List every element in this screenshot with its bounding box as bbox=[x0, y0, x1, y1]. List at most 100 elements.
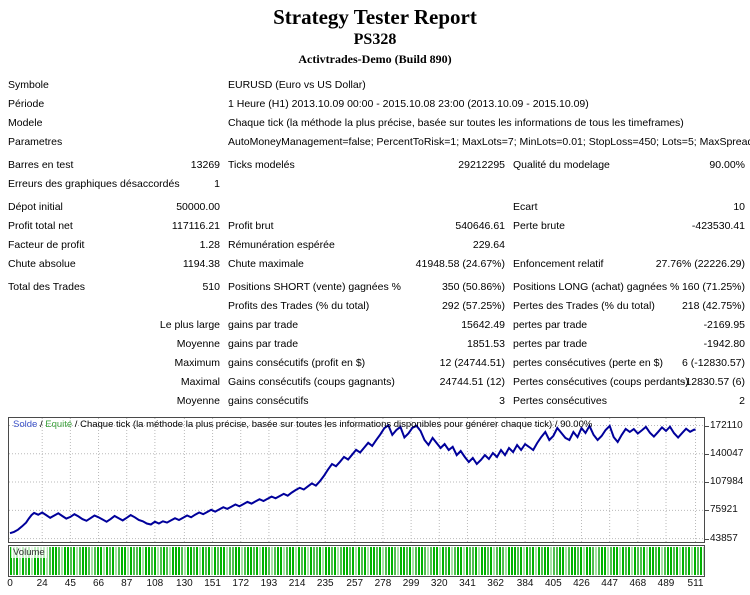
volume-bar bbox=[364, 547, 366, 575]
report-label: pertes consécutives (perte en $) bbox=[513, 356, 663, 369]
volume-bar bbox=[22, 547, 24, 575]
report-row: Parametres AutoMoneyManagement=false; Per… bbox=[0, 132, 750, 151]
volume-bar bbox=[115, 547, 117, 575]
x-axis-tick-label: 108 bbox=[146, 578, 164, 589]
volume-bar bbox=[670, 547, 672, 575]
report-row: Période 1 Heure (H1) 2013.10.09 00:00 - 2… bbox=[0, 94, 745, 113]
volume-bar bbox=[454, 547, 456, 575]
volume-bar bbox=[571, 547, 573, 575]
empty-cell bbox=[140, 113, 220, 132]
empty-cell bbox=[0, 296, 220, 315]
volume-bar bbox=[700, 547, 702, 575]
volume-bar bbox=[376, 547, 378, 575]
volume-bar bbox=[175, 547, 177, 575]
report-label: Dépot initial bbox=[8, 200, 63, 213]
x-axis-tick-label: 299 bbox=[402, 578, 420, 589]
volume-bar bbox=[124, 547, 126, 575]
volume-bar bbox=[616, 547, 618, 575]
volume-bar bbox=[490, 547, 492, 575]
volume-bar bbox=[313, 547, 315, 575]
x-axis-tick-label: 87 bbox=[121, 578, 133, 589]
x-axis-tick-label: 341 bbox=[459, 578, 476, 589]
report-value: 41948.58 (24.67%) bbox=[415, 257, 505, 270]
report-label: Total des Trades bbox=[8, 280, 86, 293]
volume-bar bbox=[31, 547, 33, 575]
balance-curve bbox=[9, 423, 696, 535]
volume-bar bbox=[358, 547, 360, 575]
volume-bar bbox=[223, 547, 225, 575]
volume-bar bbox=[76, 547, 78, 575]
volume-bar bbox=[91, 547, 93, 575]
report-value: 117116.21 bbox=[171, 219, 220, 232]
x-axis-tick-label: 214 bbox=[288, 578, 306, 589]
volume-bar bbox=[703, 547, 704, 575]
volume-bar bbox=[46, 547, 48, 575]
volume-bar bbox=[610, 547, 612, 575]
volume-bar bbox=[457, 547, 459, 575]
volume-bar bbox=[49, 547, 51, 575]
volume-bar bbox=[118, 547, 120, 575]
volume-bar bbox=[562, 547, 564, 575]
x-axis-tick-label: 278 bbox=[374, 578, 392, 589]
report-value: 1194.38 bbox=[182, 257, 220, 270]
x-axis-tick-label: 130 bbox=[176, 578, 193, 589]
volume-bar bbox=[349, 547, 351, 575]
report-row: Moyenne gains consécutifs 3 Pertes consécut… bbox=[0, 391, 745, 410]
volume-bar bbox=[190, 547, 192, 575]
volume-bar bbox=[415, 547, 417, 575]
volume-bar bbox=[463, 547, 465, 575]
report-value: Moyenne bbox=[176, 337, 220, 350]
report-label: Chute maximale bbox=[228, 257, 304, 270]
volume-bar bbox=[319, 547, 321, 575]
volume-bar bbox=[628, 547, 630, 575]
volume-bar bbox=[493, 547, 495, 575]
volume-bar bbox=[181, 547, 183, 575]
volume-bar bbox=[316, 547, 318, 575]
volume-bar bbox=[235, 547, 237, 575]
report-value: 350 (50.86%) bbox=[441, 280, 505, 293]
volume-bar bbox=[79, 547, 81, 575]
report-label: Pertes consécutives (coups perdants) bbox=[513, 375, 689, 388]
volume-bar bbox=[193, 547, 195, 575]
volume-bar bbox=[337, 547, 339, 575]
volume-bar bbox=[346, 547, 348, 575]
volume-bar bbox=[421, 547, 423, 575]
volume-bar bbox=[40, 547, 42, 575]
volume-bar bbox=[286, 547, 288, 575]
volume-bar bbox=[220, 547, 222, 575]
y-axis-tick-mark bbox=[704, 425, 709, 427]
report-row: Profit total net 117116.21 Profit brut 5406… bbox=[0, 216, 745, 235]
report-label: gains par trade bbox=[228, 337, 299, 350]
volume-bar bbox=[574, 547, 576, 575]
volume-bar bbox=[526, 547, 528, 575]
volume-bar bbox=[205, 547, 207, 575]
volume-bar bbox=[211, 547, 213, 575]
report-value: 3 bbox=[499, 394, 505, 407]
volume-bar bbox=[520, 547, 522, 575]
report-label: Profit brut bbox=[228, 219, 274, 232]
volume-bar bbox=[28, 547, 30, 575]
volume-bar bbox=[103, 547, 105, 575]
volume-bar bbox=[652, 547, 654, 575]
volume-bar bbox=[187, 547, 189, 575]
volume-bar bbox=[391, 547, 393, 575]
volume-bar bbox=[568, 547, 570, 575]
x-axis-tick-label: 320 bbox=[430, 578, 448, 589]
volume-bar bbox=[625, 547, 627, 575]
volume-bar bbox=[613, 547, 615, 575]
report-label: 1 Heure (H1) 2013.10.09 00:00 - 2015.10.… bbox=[228, 97, 589, 110]
y-axis-tick-mark bbox=[704, 482, 709, 484]
volume-bar bbox=[685, 547, 687, 575]
volume-bar bbox=[436, 547, 438, 575]
volume-bar bbox=[598, 547, 600, 575]
volume-bar bbox=[106, 547, 108, 575]
report-value: 2 bbox=[739, 394, 746, 407]
volume-bar bbox=[439, 547, 441, 575]
volume-bar bbox=[595, 547, 597, 575]
volume-bar bbox=[37, 547, 39, 575]
volume-bar bbox=[82, 547, 84, 575]
volume-bar bbox=[676, 547, 678, 575]
volume-bar bbox=[10, 547, 12, 575]
volume-bar bbox=[247, 547, 249, 575]
volume-bar bbox=[202, 547, 204, 575]
